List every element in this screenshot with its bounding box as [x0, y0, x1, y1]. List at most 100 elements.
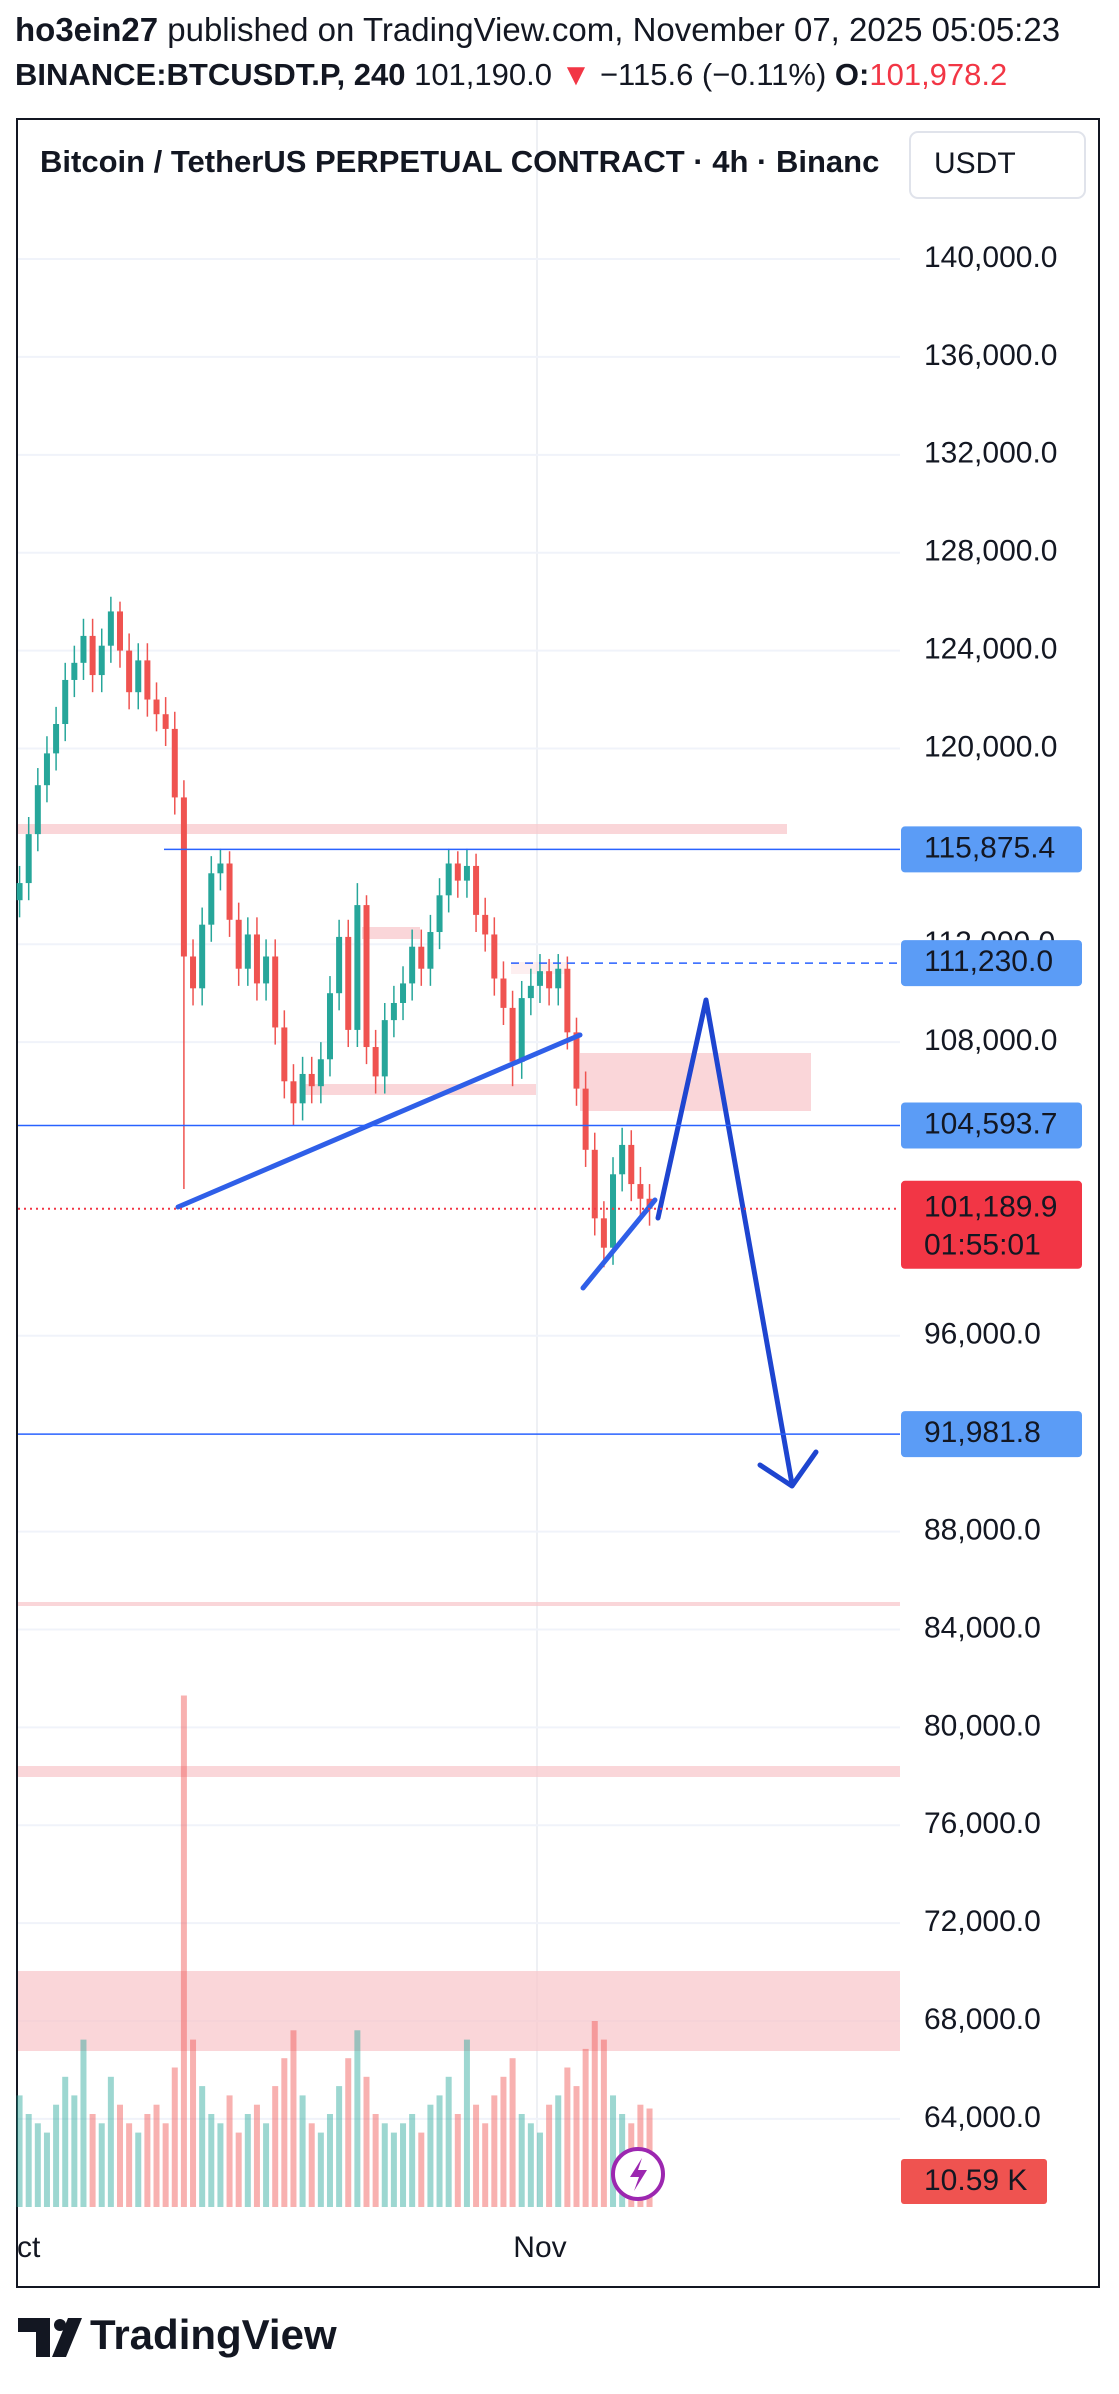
logo-shape	[52, 2318, 82, 2357]
candle-body	[53, 724, 60, 754]
level-label: 115,875.4	[924, 831, 1055, 864]
open-label: O:	[835, 57, 869, 92]
zones	[18, 824, 900, 2051]
level-label: 104,593.7	[924, 1107, 1057, 1140]
volume-bar	[500, 2076, 507, 2207]
candle-body	[582, 1088, 589, 1150]
brand: TradingView	[90, 2311, 337, 2358]
candle-body	[244, 934, 251, 969]
y-tick-label: 64,000.0	[924, 2101, 1041, 2134]
candle-body	[381, 1020, 388, 1077]
volume-bar	[226, 2095, 233, 2207]
volume-bar	[153, 2104, 160, 2207]
volume-bar	[135, 2132, 142, 2207]
volume-bar	[445, 2076, 452, 2207]
volume-bar	[326, 2114, 333, 2207]
volume-bar	[573, 2086, 580, 2207]
candle-body	[445, 863, 452, 896]
header-line: ho3ein27 published on TradingView.com, N…	[15, 11, 1060, 48]
volume-bar	[71, 2095, 78, 2207]
candle-body	[126, 650, 133, 693]
candle-body	[180, 797, 187, 957]
y-tick-label: 84,000.0	[924, 1611, 1041, 1644]
logo	[18, 2318, 82, 2357]
x-tick-label: Nov	[513, 2231, 566, 2264]
volume-bar	[582, 2048, 589, 2207]
symbol: BINANCE:BTCUSDT.P, 240	[15, 57, 405, 92]
volume-bar	[263, 2123, 270, 2207]
candle-body	[591, 1149, 598, 1219]
candle-body	[482, 914, 489, 935]
candle-body	[427, 932, 434, 969]
currency-button[interactable]	[909, 131, 1086, 199]
chart-title: Bitcoin / TetherUS PERPETUAL CONTRACT · …	[40, 144, 879, 179]
volume-bar	[171, 2067, 178, 2207]
candle-body	[637, 1184, 644, 1199]
logo-dot	[54, 2319, 66, 2331]
candle-body	[555, 968, 562, 989]
level-tag	[901, 1102, 1082, 1149]
candle-body	[208, 873, 215, 925]
y-tick-label: 96,000.0	[924, 1318, 1041, 1351]
candle-body	[436, 895, 443, 933]
open-value: 101,978.2	[869, 57, 1007, 92]
candle-body	[409, 946, 416, 984]
volume-bar	[53, 2104, 60, 2207]
level-tag	[901, 1411, 1082, 1458]
candle-body	[418, 946, 425, 969]
volume-bar	[427, 2104, 434, 2207]
candle-body	[71, 662, 78, 680]
last-price-label: 101,189.9	[924, 1191, 1057, 1224]
volume-bar	[34, 2123, 41, 2207]
candle-body	[25, 834, 32, 884]
candle-body	[363, 905, 370, 1048]
volume-bar	[162, 2123, 169, 2207]
published: published on TradingView.com, November 0…	[167, 11, 1060, 48]
candle-body	[491, 934, 498, 979]
grid	[18, 258, 900, 2120]
candle-body	[473, 865, 480, 915]
volume-bar	[253, 2104, 260, 2207]
last-price-tag	[901, 1180, 1082, 1269]
candle-body	[162, 714, 169, 729]
level-label: 91,981.8	[924, 1416, 1041, 1449]
volume-bar	[25, 2114, 32, 2207]
y-tick-label: 88,000.0	[924, 1513, 1041, 1546]
candle-body	[272, 956, 279, 1028]
volume-bar	[527, 2123, 534, 2207]
candle-body	[135, 660, 142, 693]
candle-body	[98, 645, 105, 676]
candle-body	[253, 934, 260, 984]
zone	[362, 927, 420, 939]
volume-bar	[16, 2095, 23, 2207]
volume-bar	[354, 2030, 361, 2207]
volume-bar	[62, 2076, 69, 2207]
candle-body	[34, 785, 41, 835]
zone	[580, 1053, 811, 1111]
candle-body	[89, 635, 96, 676]
candle-body	[354, 905, 361, 1030]
volume-bar	[345, 2058, 352, 2207]
volume-bar	[80, 2039, 87, 2207]
volume-bar	[180, 1695, 187, 2207]
y-tick-label: 76,000.0	[924, 1807, 1041, 1840]
candle-body	[500, 978, 507, 1008]
candle-body	[199, 924, 206, 989]
chart-frame	[16, 118, 1100, 2288]
volume-bar	[190, 2039, 197, 2207]
candle-body	[43, 753, 50, 786]
volume-bar	[116, 2104, 123, 2207]
volume-bar	[126, 2123, 133, 2207]
candle-body	[536, 971, 543, 986]
drawings	[175, 997, 819, 1489]
candle-body	[610, 1174, 617, 1248]
y-tick-label: 80,000.0	[924, 1709, 1041, 1742]
volume-label: 10.59 K	[924, 2164, 1027, 2197]
volume-bar	[235, 2132, 242, 2207]
candle-body	[290, 1081, 297, 1104]
candle-body	[263, 956, 270, 984]
candle-body	[600, 1218, 607, 1248]
volume-bar	[610, 2095, 617, 2207]
y-tick-label: 132,000.0	[924, 437, 1057, 470]
volume-bar	[509, 2058, 516, 2207]
